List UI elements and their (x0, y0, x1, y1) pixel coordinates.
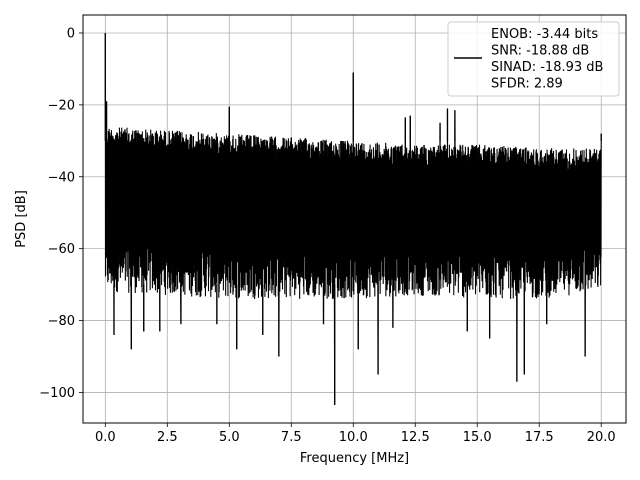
y-axis-label: PSD [dB] (14, 190, 29, 248)
y-tick-label: −40 (48, 170, 75, 185)
x-tick-label: 12.5 (401, 430, 430, 445)
x-axis-ticks: 0.0 2.5 5.0 7.5 10.0 12.5 15.0 17.5 20.0 (95, 423, 616, 445)
legend-label-line: SNR: -18.88 dB (491, 44, 589, 59)
y-tick-label: 0 (67, 26, 75, 41)
x-tick-label: 10.0 (339, 430, 368, 445)
legend-box (447, 21, 620, 97)
legend-label-line: SINAD: -18.93 dB (491, 60, 603, 75)
x-tick-label: 20.0 (587, 430, 616, 445)
x-tick-label: 17.5 (525, 430, 554, 445)
legend-label-line: ENOB: -3.44 bits (491, 27, 598, 42)
y-tick-label: −80 (48, 314, 75, 329)
x-tick-label: 7.5 (281, 430, 302, 445)
x-tick-label: 15.0 (463, 430, 492, 445)
x-tick-label: 5.0 (219, 430, 240, 445)
y-axis-ticks: 0 −20 −40 −60 −80 −100 (39, 26, 83, 401)
legend: ENOB: -3.44 bits SNR: -18.88 dB SINAD: -18… (447, 21, 620, 97)
axes-frame (82, 14, 627, 424)
x-tick-label: 2.5 (157, 430, 178, 445)
y-tick-label: −100 (39, 386, 75, 401)
plot-area (104, 32, 602, 406)
legend-label: ENOB: -3.44 bits SNR: -18.88 dB SINAD: -18… (491, 27, 603, 92)
x-axis-label: Frequency [MHz] (300, 451, 409, 466)
x-tick-label: 0.0 (95, 430, 116, 445)
y-tick-label: −60 (48, 242, 75, 257)
legend-label-line: SFDR: 2.89 (491, 77, 563, 92)
y-tick-label: −20 (48, 98, 75, 113)
